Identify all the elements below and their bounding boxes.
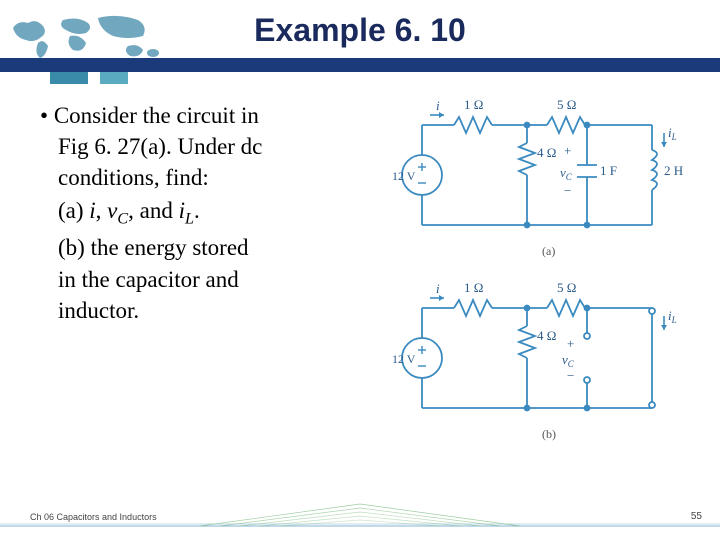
lbl-minus: −	[564, 183, 571, 198]
sub-b-l2: in the capacitor and	[58, 267, 239, 292]
circuit-b: i 1 Ω 5 Ω 4 Ω 12 V iL + vC − (b)	[392, 278, 702, 448]
bullet-l3: conditions, find:	[58, 165, 209, 190]
lbl-vc: vC	[560, 165, 573, 182]
sub-b-l1: (b) the energy stored	[58, 235, 249, 260]
sub-b: (b) the energy stored in the capacitor a…	[58, 232, 370, 325]
lbl-iL-b: iL	[668, 308, 677, 325]
sep1: ,	[96, 198, 108, 223]
sub-L: L	[185, 211, 194, 228]
sep2: , and	[128, 198, 178, 223]
lbl-plus: +	[564, 143, 571, 158]
sub-a: (a) i, vC, and iL.	[58, 195, 370, 230]
lbl-r2: 5 Ω	[557, 97, 576, 112]
lbl-r3-b: 4 Ω	[537, 328, 556, 343]
lbl-i-b: i	[436, 281, 440, 296]
header-bar	[0, 58, 720, 72]
sub-b-l3: inductor.	[58, 298, 139, 323]
bullet-l1: Consider the circuit in	[54, 103, 259, 128]
slide-header: Example 6. 10	[0, 0, 720, 85]
lbl-iL: iL	[668, 125, 677, 142]
bullet-text: • Consider the circuit in Fig 6. 27(a). …	[40, 100, 370, 193]
lbl-cap: 1 F	[600, 163, 617, 178]
circuit-a: i 1 Ω 5 Ω 4 Ω 12 V iL 2 H + vC − 1 F (a)	[392, 95, 702, 265]
lbl-i: i	[436, 98, 440, 113]
header-accent-2	[100, 72, 128, 84]
footer-text: Ch 06 Capacitors and Inductors	[30, 512, 157, 522]
lbl-b: (b)	[542, 427, 556, 441]
lbl-r3: 4 Ω	[537, 145, 556, 160]
page-title: Example 6. 10	[0, 12, 720, 49]
lbl-plus-b: +	[567, 336, 574, 351]
lbl-ind: 2 H	[664, 163, 683, 178]
lbl-src: 12 V	[392, 169, 416, 183]
lbl-r1-b: 1 Ω	[464, 280, 483, 295]
lbl-minus-b: −	[567, 368, 574, 383]
lbl-a: (a)	[542, 244, 555, 258]
content-text: • Consider the circuit in Fig 6. 27(a). …	[30, 100, 370, 326]
lbl-src-b: 12 V	[392, 352, 416, 366]
sub-a-prefix: (a)	[58, 198, 89, 223]
page-number: 55	[691, 511, 702, 522]
slide-footer: Ch 06 Capacitors and Inductors 55	[0, 500, 720, 540]
end: .	[194, 198, 200, 223]
sub-C: C	[117, 211, 128, 228]
lbl-r2-b: 5 Ω	[557, 280, 576, 295]
lbl-r1: 1 Ω	[464, 97, 483, 112]
circuit-diagrams: i 1 Ω 5 Ω 4 Ω 12 V iL 2 H + vC − 1 F (a)	[392, 95, 702, 461]
bullet-l2: Fig 6. 27(a). Under dc	[58, 134, 262, 159]
lbl-vc-b: vC	[562, 352, 575, 369]
header-accent-1	[50, 72, 88, 84]
var-v: v	[107, 198, 117, 223]
